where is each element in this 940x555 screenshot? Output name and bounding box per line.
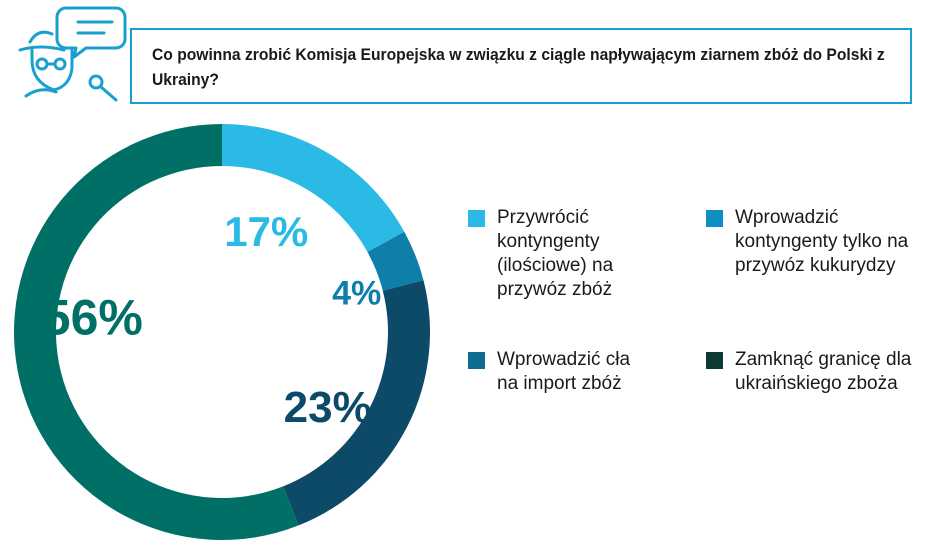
legend-item: Zamknąć granicę dla ukraińskiego zboża: [706, 348, 925, 396]
donut-slice: [14, 124, 299, 540]
donut-chart: 17% 4% 23% 56%: [14, 124, 430, 540]
slice-value-label: 4%: [332, 275, 381, 313]
legend-label: Zamknąć granicę dla ukraińskiego zboża: [735, 349, 912, 394]
legend-swatch: [468, 210, 485, 227]
donut-slice: [367, 231, 424, 291]
legend: Przywrócić kontyngenty (ilościowe) na pr…: [468, 200, 928, 420]
legend-item: Przywrócić kontyngenty (ilościowe) na pr…: [468, 206, 667, 302]
donut-slice: [283, 280, 430, 526]
question-text: Co powinna zrobić Komisja Europejska w z…: [152, 45, 885, 89]
legend-label: Wprowadzić cła na import zbóż: [497, 349, 631, 394]
slice-value-label: 23%: [284, 383, 372, 432]
donut-slice: [222, 124, 405, 253]
legend-item: Wprowadzić kontyngenty tylko na przywóz …: [706, 206, 925, 278]
legend-item: Wprowadzić cła na import zbóż: [468, 348, 647, 396]
slice-value-label: 17%: [224, 208, 308, 255]
slice-value-label: 56%: [43, 290, 143, 346]
legend-label: Przywrócić kontyngenty (ilościowe) na pr…: [497, 207, 614, 300]
legend-swatch: [706, 352, 723, 369]
legend-swatch: [706, 210, 723, 227]
legend-swatch: [468, 352, 485, 369]
reporter-mascot-icon: [18, 6, 127, 102]
legend-label: Wprowadzić kontyngenty tylko na przywóz …: [735, 207, 909, 276]
question-box: Co powinna zrobić Komisja Europejska w z…: [130, 28, 912, 104]
